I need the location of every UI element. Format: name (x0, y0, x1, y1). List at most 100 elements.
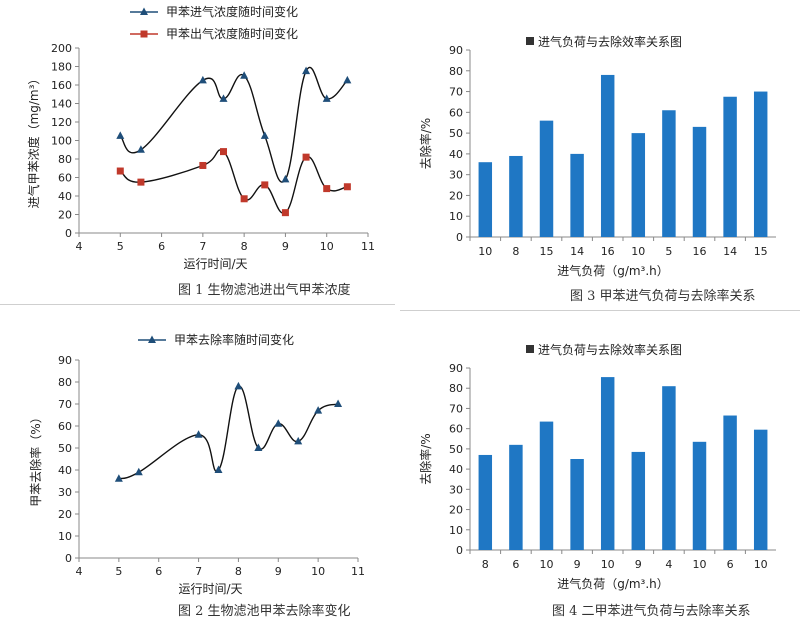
legend-marker (140, 7, 148, 15)
data-point-series-1 (134, 467, 143, 476)
x-tick-label: 6 (158, 240, 165, 253)
y-tick-label: 0 (456, 231, 463, 244)
data-point-series-1 (281, 174, 290, 183)
y-tick-label: 160 (51, 79, 72, 92)
y-tick-label: 40 (58, 464, 72, 477)
x-tick-label: 8 (241, 240, 248, 253)
y-tick-label: 90 (449, 44, 463, 57)
y-tick-label: 30 (449, 483, 463, 496)
bar (631, 451, 646, 550)
bar (509, 444, 523, 550)
legend-marker (148, 335, 156, 343)
data-point-series-1 (334, 399, 343, 407)
x-axis-label: 进气负荷（g/m³.h） (557, 576, 669, 591)
data-point-series-1 (114, 474, 123, 482)
series-line-1 (119, 67, 348, 183)
bar (600, 74, 615, 237)
data-point-series-2 (261, 181, 269, 189)
x-axis-label: 运行时间/天 (183, 257, 247, 271)
y-tick-label: 140 (51, 98, 72, 111)
x-tick-label: 7 (195, 565, 202, 578)
data-point-series-1 (294, 436, 303, 445)
data-point-series-1 (314, 406, 323, 414)
y-tick-label: 20 (58, 508, 72, 521)
y-tick-label: 30 (449, 169, 463, 182)
figure-caption: 图 3 甲苯进气负荷与去除率关系 (570, 288, 756, 304)
x-tick-label: 6 (727, 558, 734, 571)
y-tick-label: 40 (449, 148, 463, 161)
x-tick-label: 5 (115, 565, 122, 578)
y-tick-label: 60 (449, 423, 463, 436)
y-tick-label: 50 (58, 442, 72, 455)
bar (570, 153, 584, 237)
chart-toluene-load-vs-removal: 进气负荷与去除效率关系图 0 10 20 30 40 50 60 70 80 90 10 8 15 14 16… (418, 34, 776, 304)
data-point-series-1 (136, 145, 145, 153)
x-tick-label: 8 (512, 245, 519, 258)
y-tick-label: 10 (449, 524, 463, 537)
data-point-series-2 (302, 153, 310, 161)
x-tick-label: 10 (478, 245, 492, 258)
data-point-series-1 (214, 465, 223, 473)
x-tick-label: 14 (723, 245, 737, 258)
x-tick-label: 4 (76, 240, 83, 253)
figure-caption: 图 4 二甲苯进气负荷与去除率关系 (552, 603, 751, 619)
y-tick-label: 80 (449, 382, 463, 395)
figure-caption: 图 1 生物滤池进出气甲苯浓度 (178, 282, 351, 298)
x-tick-label: 16 (601, 245, 615, 258)
data-point-series-2 (199, 161, 207, 169)
x-tick-label: 5 (117, 240, 124, 253)
bar (509, 155, 523, 237)
y-tick-label: 70 (449, 402, 463, 415)
y-tick-label: 10 (449, 210, 463, 223)
bar (692, 126, 707, 237)
data-point-series-1 (240, 71, 249, 79)
bar (539, 421, 554, 550)
bar (631, 133, 646, 237)
y-axis-label: 去除率/% (418, 433, 433, 484)
x-tick-label: 6 (155, 565, 162, 578)
series-line-2 (119, 149, 348, 214)
bar (692, 441, 707, 550)
x-tick-label: 4 (76, 565, 83, 578)
chart-title: 进气负荷与去除效率关系图 (538, 342, 682, 357)
x-axis-label: 运行时间/天 (178, 582, 242, 596)
data-point-series-1 (322, 94, 331, 102)
y-tick-label: 50 (449, 443, 463, 456)
chart-toluene-removal-rate: 甲苯去除率随时间变化 0 10 20 30 40 50 60 70 80 90 4 5 6 7 8 9 10 11 运… (28, 332, 365, 619)
y-tick-label: 0 (65, 552, 72, 565)
x-tick-label: 9 (574, 558, 581, 571)
x-tick-label: 10 (320, 240, 334, 253)
x-tick-label: 11 (351, 565, 365, 578)
legend-label: 甲苯去除率随时间变化 (174, 332, 294, 347)
bar (723, 96, 737, 237)
x-tick-label: 9 (282, 240, 289, 253)
y-tick-label: 70 (449, 86, 463, 99)
bar (478, 454, 493, 550)
y-axis-label: 进气甲苯浓度（mg/m³） (26, 73, 41, 209)
y-tick-label: 70 (58, 398, 72, 411)
data-point-series-2 (137, 178, 145, 186)
x-tick-label: 15 (540, 245, 554, 258)
data-point-series-2 (116, 167, 124, 175)
bar (662, 386, 676, 550)
legend-label: 甲苯进气浓度随时间变化 (166, 4, 298, 19)
bar (478, 162, 493, 237)
y-tick-label: 60 (58, 420, 72, 433)
data-point-series-2 (323, 185, 331, 193)
figure-caption: 图 2 生物滤池甲苯去除率变化 (178, 603, 351, 619)
data-point-series-2 (281, 209, 289, 217)
y-tick-label: 20 (58, 209, 72, 222)
y-tick-label: 20 (449, 504, 463, 517)
y-tick-label: 40 (449, 463, 463, 476)
bar (753, 91, 768, 237)
x-tick-label: 10 (601, 558, 615, 571)
x-tick-label: 6 (512, 558, 519, 571)
y-tick-label: 100 (51, 135, 72, 148)
data-point-series-1 (116, 131, 125, 139)
legend-label: 甲苯出气浓度随时间变化 (166, 26, 298, 41)
y-tick-label: 80 (449, 65, 463, 78)
chart-title: 进气负荷与去除效率关系图 (538, 34, 682, 49)
y-tick-label: 180 (51, 61, 72, 74)
x-tick-label: 10 (754, 558, 768, 571)
